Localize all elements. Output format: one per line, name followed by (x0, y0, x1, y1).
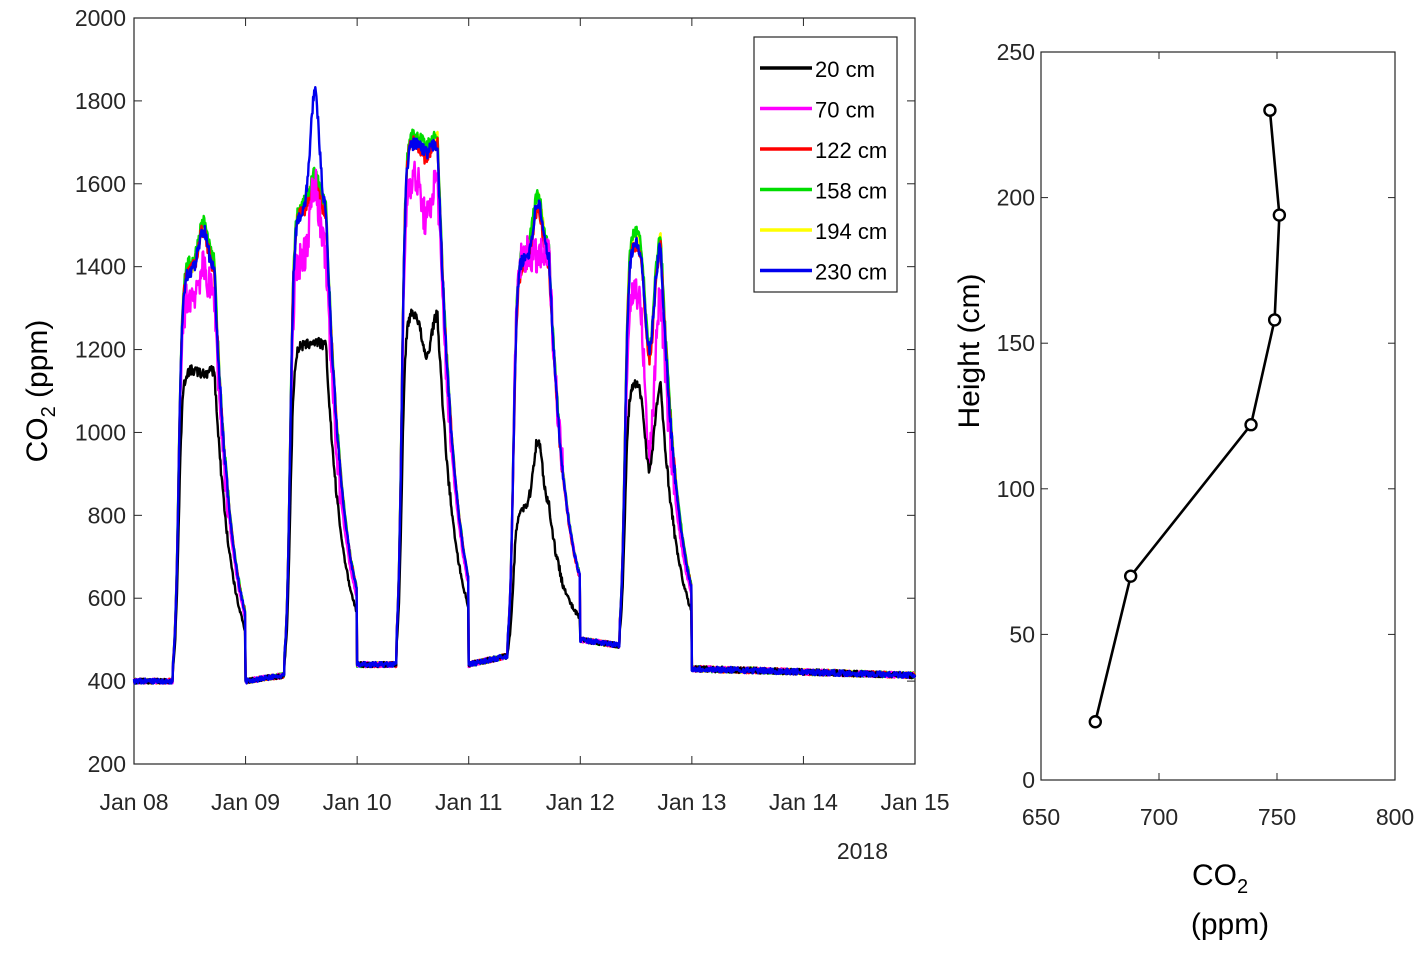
time-series-lines (132, 86, 917, 685)
profile-x-axis-unit: (ppm) (1191, 908, 1269, 941)
y-tick-label: 100 (997, 476, 1035, 502)
y-tick-label: 1600 (75, 171, 126, 197)
profile-x-axis-label: CO2 (1192, 859, 1248, 898)
x-tick-label: Jan 13 (657, 789, 726, 815)
profile-line (1088, 103, 1287, 729)
legend-label: 20 cm (815, 57, 875, 82)
legend-label: 70 cm (815, 98, 875, 123)
time-series-chart: 200 400 600 800 1000 1200 1400 1600 1800 2000 Jan… (21, 5, 950, 864)
y-tick-label: 150 (997, 330, 1035, 356)
y-tick-label: 1400 (75, 254, 126, 280)
x-tick-label: Jan 11 (435, 789, 502, 815)
y-tick-label: 400 (88, 668, 126, 694)
profile-marker (1244, 418, 1258, 432)
x-tick-label: 700 (1140, 804, 1178, 830)
time-series-y-ticks: 200 400 600 800 1000 1200 1400 1600 1800 2000 (75, 5, 915, 777)
profile-y-ticks: 0 50 100 150 200 250 (997, 39, 1395, 793)
y-tick-label: 250 (997, 39, 1035, 65)
x-tick-label: Jan 14 (769, 789, 838, 815)
y-tick-label: 200 (88, 751, 126, 777)
x-tick-label: Jan 15 (880, 789, 949, 815)
profile-x-ticks: 650 700 750 800 (1022, 52, 1414, 830)
profile-marker (1267, 313, 1282, 327)
profile-marker (1088, 715, 1102, 729)
time-series-x-ticks: Jan 08 Jan 09 Jan 10 Jan 11 Jan 12 Jan 13 Jan … (99, 18, 950, 815)
x-tick-label: 750 (1258, 804, 1296, 830)
profile-plot-area (1040, 51, 1396, 781)
legend: 20 cm 70 cm 122 cm 158 cm 194 cm 230 cm (753, 36, 898, 293)
y-label-subscript: 2 (38, 406, 60, 417)
legend-box (753, 36, 898, 293)
x-tick-label: 650 (1022, 804, 1060, 830)
y-tick-label: 1800 (75, 88, 126, 114)
y-tick-label: 800 (88, 502, 126, 528)
y-label-main: CO (21, 417, 54, 462)
x-secondary-label: 2018 (837, 838, 888, 864)
profile-path (1094, 110, 1281, 723)
x-tick-label: Jan 08 (99, 789, 168, 815)
x-label-subscript: 2 (1237, 876, 1248, 898)
legend-label: 122 cm (815, 138, 887, 163)
y-tick-label: 200 (997, 185, 1035, 211)
profile-marker (1263, 103, 1277, 117)
profile-marker (1123, 569, 1138, 583)
x-tick-label: Jan 10 (323, 789, 392, 815)
x-label-main: CO (1192, 859, 1237, 892)
legend-label: 158 cm (815, 179, 887, 204)
y-label-unit: (ppm) (21, 320, 54, 407)
y-tick-label: 1000 (75, 419, 126, 445)
legend-label: 194 cm (815, 219, 887, 244)
series-line-230-cm (132, 86, 917, 685)
time-series-y-axis-label: CO2 (ppm) (21, 320, 60, 463)
y-tick-label: 600 (88, 585, 126, 611)
legend-label: 230 cm (815, 260, 887, 285)
y-tick-label: 50 (1009, 621, 1035, 647)
y-tick-label: 0 (1022, 767, 1035, 793)
x-tick-label: Jan 09 (211, 789, 280, 815)
x-tick-label: 800 (1376, 804, 1414, 830)
x-tick-label: Jan 12 (546, 789, 615, 815)
profile-y-axis-label: Height (cm) (953, 273, 986, 428)
y-tick-label: 1200 (75, 337, 126, 363)
y-tick-label: 2000 (75, 5, 126, 31)
profile-marker (1272, 208, 1287, 222)
profile-chart: 0 50 100 150 200 250 650 700 750 800 Height (cm)… (953, 39, 1414, 941)
